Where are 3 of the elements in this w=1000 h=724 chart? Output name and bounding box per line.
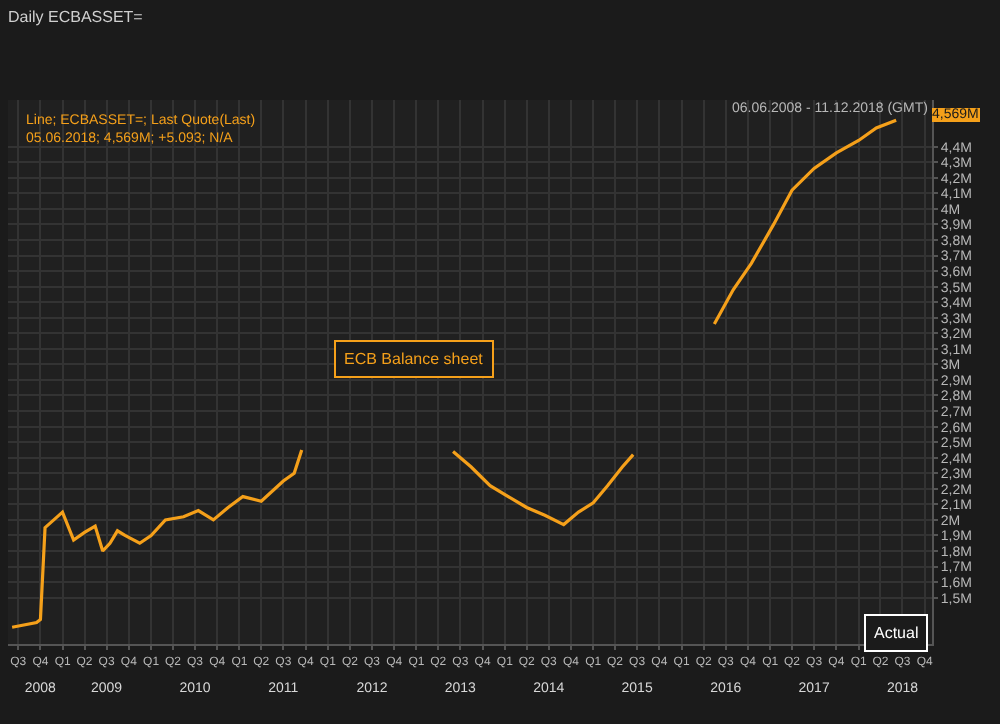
annotation: ECB Balance sheet [344,350,485,368]
annotation: Actual [874,624,919,642]
chart-title: Daily ECBASSET= [8,8,144,27]
